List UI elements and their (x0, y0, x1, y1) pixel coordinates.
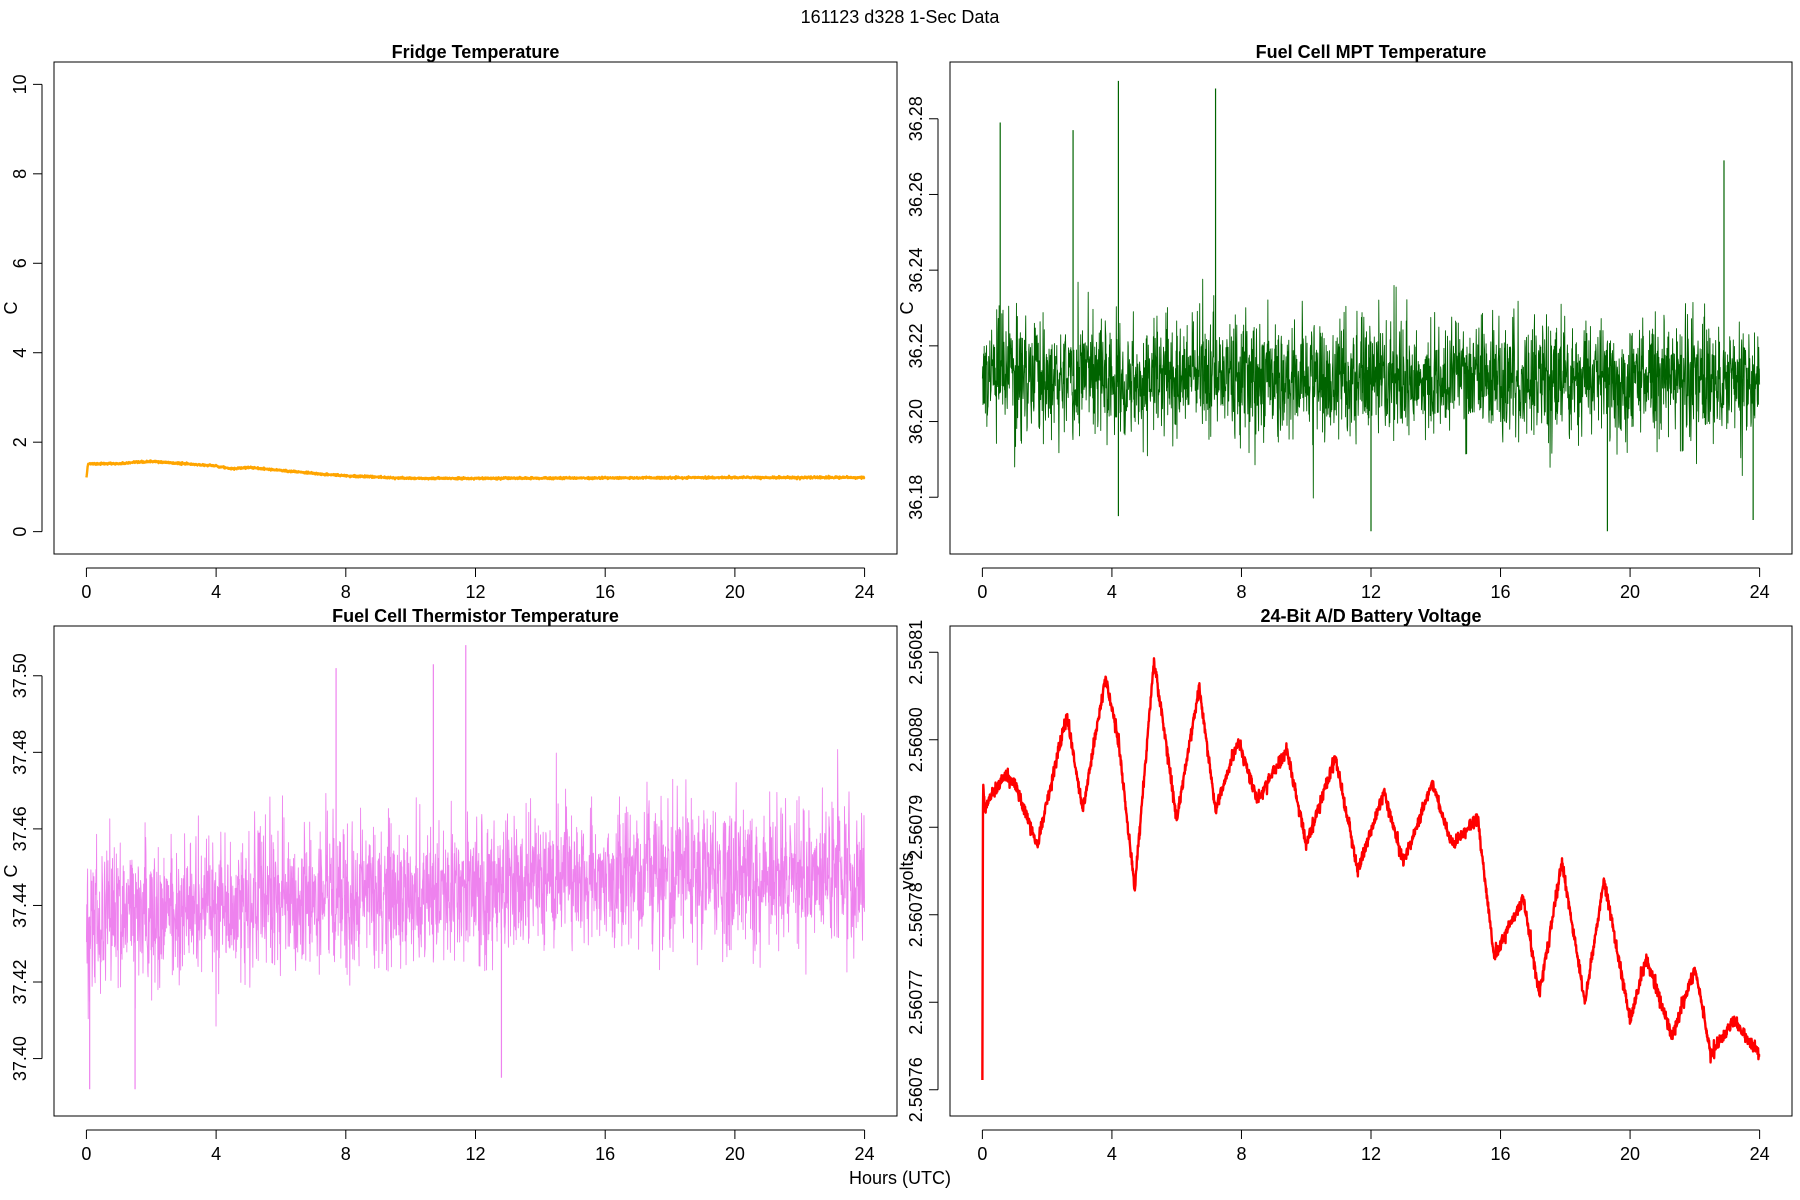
x-tick-label: 16 (1491, 582, 1511, 602)
series-line (981, 657, 1761, 1080)
x-tick-label: 12 (465, 1144, 485, 1164)
series-line (981, 278, 1761, 499)
y-tick-label: 0 (10, 527, 30, 537)
x-tick-label: 8 (341, 1144, 351, 1164)
y-axis-label: C (1, 865, 21, 878)
y-axis-label: C (1, 302, 21, 315)
x-tick-label: 0 (977, 582, 987, 602)
panel-battery: 24-Bit A/D Battery Voltage volts 0 4 8 12 16 20… (897, 606, 1793, 1164)
x-tick-label: 4 (211, 1144, 221, 1164)
y-tick-label: 37.46 (10, 806, 30, 851)
y-tick-label: 36.20 (906, 399, 926, 444)
y-tick-label: 4 (10, 348, 30, 358)
series-line (85, 459, 866, 481)
y-tick-label: 10 (10, 74, 30, 94)
x-tick-label: 4 (211, 582, 221, 602)
y-tick-label: 2.56079 (906, 795, 926, 860)
panel-title: 24-Bit A/D Battery Voltage (1260, 606, 1481, 626)
y-tick-label: 6 (10, 258, 30, 268)
x-tick-label: 8 (341, 582, 351, 602)
x-tick-label: 4 (1107, 1144, 1117, 1164)
y-tick-label: 36.28 (906, 96, 926, 141)
plot-frame (949, 625, 1793, 1117)
x-tick-label: 16 (1491, 1144, 1511, 1164)
x-tick-label: 20 (1620, 582, 1640, 602)
y-tick-label: 37.42 (10, 959, 30, 1004)
x-tick-label: 0 (977, 1144, 987, 1164)
y-axis-label: C (897, 302, 917, 315)
y-tick-label: 36.18 (906, 475, 926, 520)
x-tick-label: 24 (855, 1144, 875, 1164)
panel-title: Fuel Cell MPT Temperature (1256, 42, 1487, 62)
y-tick-label: 37.48 (10, 730, 30, 775)
x-tick-label: 16 (595, 1144, 615, 1164)
y-tick-label: 36.24 (906, 248, 926, 293)
figure-xlabel: Hours (UTC) (849, 1168, 951, 1188)
y-tick-label: 2.56078 (906, 882, 926, 947)
panel-title: Fuel Cell Thermistor Temperature (332, 606, 619, 626)
y-tick-label: 2.56076 (906, 1057, 926, 1122)
x-tick-label: 12 (1361, 1144, 1381, 1164)
y-tick-label: 2.56081 (906, 620, 926, 685)
panel-title: Fridge Temperature (392, 42, 560, 62)
x-tick-label: 4 (1107, 582, 1117, 602)
y-tick-label: 8 (10, 169, 30, 179)
plot-frame (53, 61, 898, 555)
x-tick-label: 16 (595, 582, 615, 602)
x-tick-label: 24 (855, 582, 875, 602)
y-tick-label: 2.56080 (906, 707, 926, 772)
series-line (85, 749, 866, 1027)
y-tick-label: 36.26 (906, 172, 926, 217)
x-tick-label: 12 (1361, 582, 1381, 602)
panel-thermistor: Fuel Cell Thermistor Temperature C 0 4 8 12 16… (1, 606, 898, 1164)
x-tick-label: 24 (1750, 582, 1770, 602)
x-tick-label: 20 (1620, 1144, 1640, 1164)
x-tick-label: 8 (1236, 582, 1246, 602)
plot-frame (53, 625, 898, 1117)
x-tick-label: 24 (1750, 1144, 1770, 1164)
x-tick-label: 0 (81, 1144, 91, 1164)
x-tick-label: 12 (465, 582, 485, 602)
x-tick-label: 20 (725, 1144, 745, 1164)
y-tick-label: 36.22 (906, 323, 926, 368)
y-tick-label: 37.44 (10, 883, 30, 928)
panel-mpt: Fuel Cell MPT Temperature C 0 4 8 12 16 20 24 36.… (897, 42, 1793, 602)
x-tick-label: 0 (81, 582, 91, 602)
y-axis-label: volts (897, 852, 917, 889)
x-tick-label: 20 (725, 582, 745, 602)
figure-title: 161123 d328 1-Sec Data (801, 7, 1001, 27)
y-tick-label: 2.56077 (906, 970, 926, 1035)
plot-frame (949, 61, 1793, 555)
y-tick-label: 2 (10, 437, 30, 447)
x-tick-label: 8 (1236, 1144, 1246, 1164)
y-tick-label: 37.40 (10, 1036, 30, 1081)
y-tick-label: 37.50 (10, 653, 30, 698)
